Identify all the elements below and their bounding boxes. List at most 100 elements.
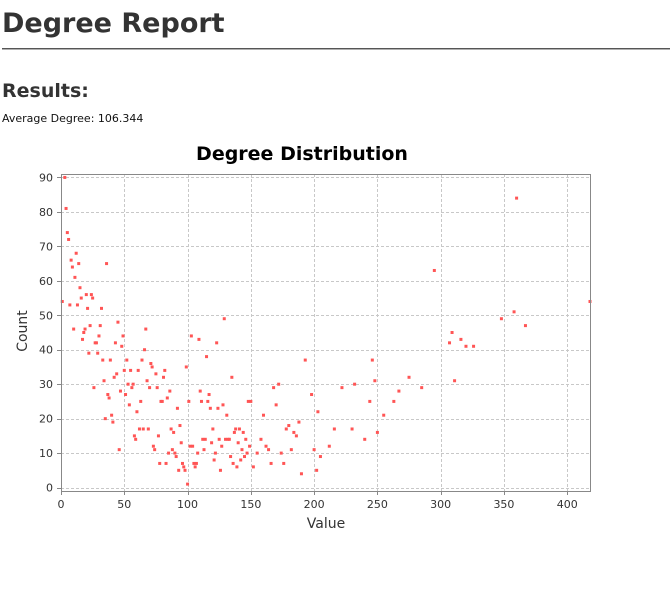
average-degree-line: Average Degree: 106.344 <box>2 112 143 126</box>
y-tick-label: 70 <box>39 240 53 253</box>
y-tick-label: 60 <box>39 275 53 288</box>
data-point <box>69 258 73 262</box>
data-point <box>213 451 217 455</box>
data-point <box>230 375 234 379</box>
data-point <box>186 482 190 486</box>
data-point <box>155 386 159 390</box>
data-point <box>448 341 452 345</box>
data-point <box>196 451 200 455</box>
data-point <box>316 410 320 414</box>
data-point <box>375 430 379 434</box>
data-point <box>108 358 112 362</box>
data-point <box>117 448 121 452</box>
data-point <box>282 461 286 465</box>
data-point <box>373 379 377 383</box>
plot-area <box>61 174 590 491</box>
data-point <box>203 437 207 441</box>
data-point <box>124 393 128 397</box>
data-point <box>116 320 120 324</box>
data-point <box>515 196 519 200</box>
data-point <box>72 327 76 331</box>
x-tick-label: 50 <box>117 498 131 511</box>
data-point <box>472 344 476 348</box>
data-point <box>224 437 228 441</box>
data-point <box>162 375 166 379</box>
data-point <box>115 372 119 376</box>
grid-lines <box>61 174 590 491</box>
data-point <box>135 410 139 414</box>
data-point <box>211 427 215 431</box>
data-point <box>279 451 283 455</box>
data-point <box>137 427 141 431</box>
data-point <box>170 448 174 452</box>
data-point <box>160 399 164 403</box>
data-point <box>420 386 424 390</box>
data-point <box>178 424 182 428</box>
data-point <box>103 417 107 421</box>
data-point <box>218 468 222 472</box>
data-point <box>146 427 150 431</box>
data-point <box>310 393 314 397</box>
data-point <box>217 437 221 441</box>
data-point <box>113 341 117 345</box>
data-point <box>245 451 249 455</box>
data-point <box>96 351 100 355</box>
x-tick-label: 350 <box>493 498 514 511</box>
data-point <box>363 437 367 441</box>
data-point <box>169 427 173 431</box>
data-point <box>453 379 457 383</box>
data-point <box>225 413 229 417</box>
data-point <box>234 427 238 431</box>
data-point <box>188 444 192 448</box>
data-point <box>232 430 236 434</box>
y-tick-label: 30 <box>39 378 53 391</box>
data-point <box>140 358 144 362</box>
x-tick-label: 250 <box>367 498 388 511</box>
data-point <box>207 393 211 397</box>
data-point <box>184 365 188 369</box>
data-point <box>154 372 158 376</box>
data-point <box>82 331 86 334</box>
data-point <box>236 441 240 445</box>
data-point <box>432 268 436 272</box>
data-point <box>98 324 102 328</box>
data-point <box>148 386 152 390</box>
data-point <box>183 468 187 472</box>
data-point <box>450 331 454 334</box>
data-point <box>292 430 296 434</box>
data-point <box>240 448 244 452</box>
data-point <box>192 461 196 465</box>
data-point <box>251 465 255 469</box>
y-tick-label: 0 <box>46 482 53 495</box>
data-point <box>130 386 134 390</box>
data-point <box>110 413 114 417</box>
plot-frame <box>61 174 591 492</box>
data-point <box>249 399 253 403</box>
data-point <box>60 299 64 303</box>
data-point <box>259 437 263 441</box>
data-point <box>131 382 135 386</box>
data-point <box>105 262 109 266</box>
data-point <box>370 358 374 362</box>
data-point <box>68 303 72 307</box>
data-point <box>94 341 98 345</box>
data-point <box>120 344 124 348</box>
average-degree-label: Average Degree: <box>2 112 95 125</box>
data-point <box>397 389 401 393</box>
data-point <box>81 337 85 341</box>
data-point <box>202 448 206 452</box>
data-point <box>216 406 220 410</box>
data-point <box>231 461 235 465</box>
data-point <box>173 451 177 455</box>
data-point <box>246 399 250 403</box>
data-point <box>189 334 193 338</box>
data-point <box>126 382 130 386</box>
data-point <box>221 403 225 407</box>
data-point <box>134 437 138 441</box>
chart-svg: Degree Distribution 0 50 100 150 200 250 300 35… <box>15 143 592 532</box>
data-point <box>274 403 278 407</box>
data-point <box>127 403 131 407</box>
data-point <box>512 310 516 314</box>
data-point <box>277 382 281 386</box>
data-point <box>407 375 411 379</box>
